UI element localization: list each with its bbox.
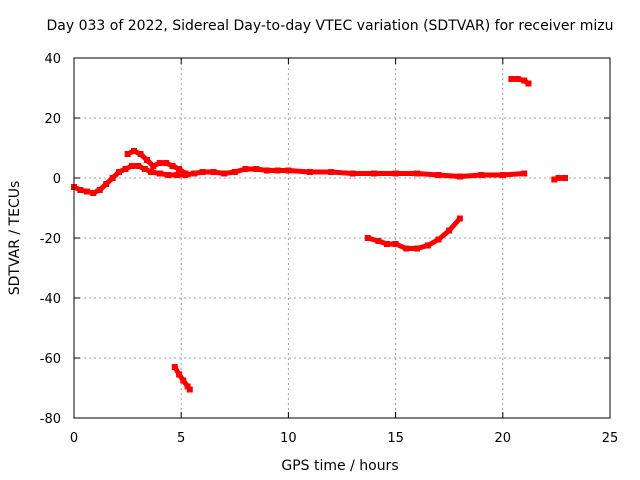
data-point: [231, 169, 238, 175]
series-upper-arc: [125, 148, 188, 176]
data-point: [562, 175, 568, 181]
data-point: [143, 157, 150, 163]
data-point: [508, 76, 515, 82]
data-point: [103, 181, 110, 187]
data-point: [242, 166, 249, 172]
data-point: [83, 188, 90, 195]
data-point: [499, 172, 506, 178]
y-tick-label: -60: [40, 352, 61, 367]
data-point: [371, 170, 378, 177]
data-point: [186, 386, 193, 393]
data-point: [551, 176, 558, 183]
data-point: [122, 166, 129, 172]
data-point: [392, 170, 399, 177]
data-point: [77, 187, 84, 193]
data-point: [349, 170, 356, 177]
data-point: [176, 166, 183, 172]
grid: [74, 58, 610, 418]
data-point: [169, 163, 176, 169]
data-point: [521, 77, 528, 84]
y-axis-label: SDTVAR / TECUs: [7, 181, 23, 296]
y-tick-label: -20: [40, 232, 61, 247]
data-point: [264, 167, 270, 174]
data-point: [525, 80, 532, 87]
data-point: [199, 169, 206, 175]
data-point: [403, 245, 410, 252]
data-point: [210, 169, 217, 175]
data-point: [156, 160, 163, 166]
data-point: [180, 377, 187, 384]
data-point: [141, 166, 148, 172]
data-point: [328, 169, 335, 175]
x-tick-label: 20: [495, 431, 512, 446]
y-tick-label: 20: [44, 112, 61, 127]
x-axis-label: GPS time / hours: [281, 458, 398, 474]
x-tick-label: 15: [387, 431, 404, 446]
data-point: [414, 245, 420, 252]
data-point: [124, 151, 131, 157]
y-tick-label: -80: [40, 412, 61, 427]
series-layer: [71, 76, 568, 393]
x-tick-label: 0: [70, 431, 78, 446]
data-point: [435, 236, 442, 243]
data-point: [435, 172, 442, 178]
data-point: [173, 172, 180, 178]
data-point: [176, 371, 183, 378]
data-point: [128, 163, 135, 169]
x-tick-label: 25: [602, 431, 619, 446]
data-point: [253, 166, 260, 172]
data-point: [156, 170, 163, 177]
data-point: [171, 364, 178, 370]
series-main-trace: [71, 163, 527, 196]
data-point: [456, 173, 463, 180]
data-point: [150, 163, 157, 169]
data-point: [90, 190, 97, 196]
data-point: [191, 170, 198, 177]
data-point: [414, 170, 420, 177]
data-point: [165, 172, 172, 178]
data-point: [116, 169, 122, 175]
data-point: [456, 215, 463, 222]
x-tick-label: 5: [177, 431, 185, 446]
data-point: [135, 163, 142, 169]
data-point: [364, 235, 371, 241]
data-point: [478, 172, 485, 178]
data-point: [375, 238, 382, 244]
data-point: [96, 187, 103, 193]
y-tick-label: -40: [40, 292, 61, 307]
data-point: [109, 175, 116, 181]
data-point: [182, 170, 189, 177]
data-point: [384, 241, 390, 247]
data-point: [274, 167, 281, 174]
data-point: [555, 175, 562, 181]
data-point: [521, 170, 528, 177]
y-tick-label: 0: [53, 172, 61, 187]
data-point: [424, 242, 431, 249]
data-point: [221, 170, 228, 177]
data-point: [306, 169, 313, 175]
data-point: [514, 76, 521, 82]
data-point: [137, 151, 144, 157]
data-point: [446, 227, 453, 234]
axis-ticks: 0 5 10 15 20 25 -80 -60 -40 -20 0 20 40: [40, 52, 619, 446]
data-point: [163, 160, 170, 166]
data-point: [392, 241, 399, 247]
x-tick-label: 10: [280, 431, 297, 446]
chart-title: Day 033 of 2022, Sidereal Day-to-day VTE…: [46, 18, 614, 34]
y-tick-label: 40: [44, 52, 61, 67]
data-point: [285, 167, 292, 174]
data-point: [148, 169, 155, 175]
series-curve-segment: [365, 216, 463, 251]
data-point: [131, 148, 137, 154]
